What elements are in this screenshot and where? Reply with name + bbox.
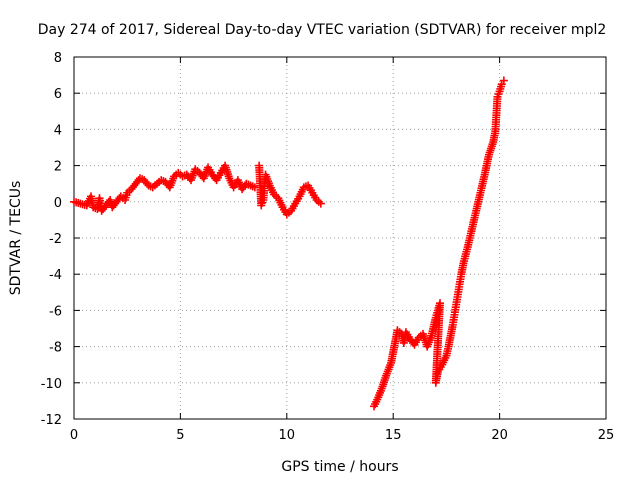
series-group: [370, 76, 508, 411]
y-tick-label: -12: [41, 413, 62, 428]
x-tick-label: 0: [70, 428, 78, 443]
x-tick-label: 15: [385, 428, 402, 443]
x-axis-label: GPS time / hours: [281, 459, 398, 475]
data-point: [499, 76, 508, 85]
x-tick-label: 10: [279, 428, 296, 443]
chart-title: Day 274 of 2017, Sidereal Day-to-day VTE…: [38, 22, 607, 38]
series-group: [255, 161, 325, 219]
x-tick-label: 5: [176, 428, 184, 443]
y-tick-label: -10: [41, 377, 62, 392]
y-tick-label: 0: [54, 196, 62, 211]
ticks-layer: 0 5 10 15 20 25 -12 -10 -8 -6 -4 -2 0 2 4 6 8: [41, 51, 615, 443]
y-tick-label: 2: [54, 160, 62, 175]
data-layer: [70, 76, 508, 411]
y-tick-label: -8: [49, 341, 62, 356]
grid-layer: [74, 57, 606, 419]
y-axis-label: SDTVAR / TECUs: [8, 181, 24, 296]
x-tick-label: 20: [491, 428, 508, 443]
x-tick-label: 25: [598, 428, 615, 443]
y-tick-label: 6: [54, 87, 62, 102]
y-tick-label: -6: [49, 304, 62, 319]
y-tick-label: 8: [54, 51, 62, 66]
series-group: [70, 161, 259, 215]
y-tick-label: -2: [49, 232, 62, 247]
data-point: [316, 199, 325, 208]
y-tick-label: -4: [49, 268, 62, 283]
y-tick-label: 4: [54, 123, 62, 138]
